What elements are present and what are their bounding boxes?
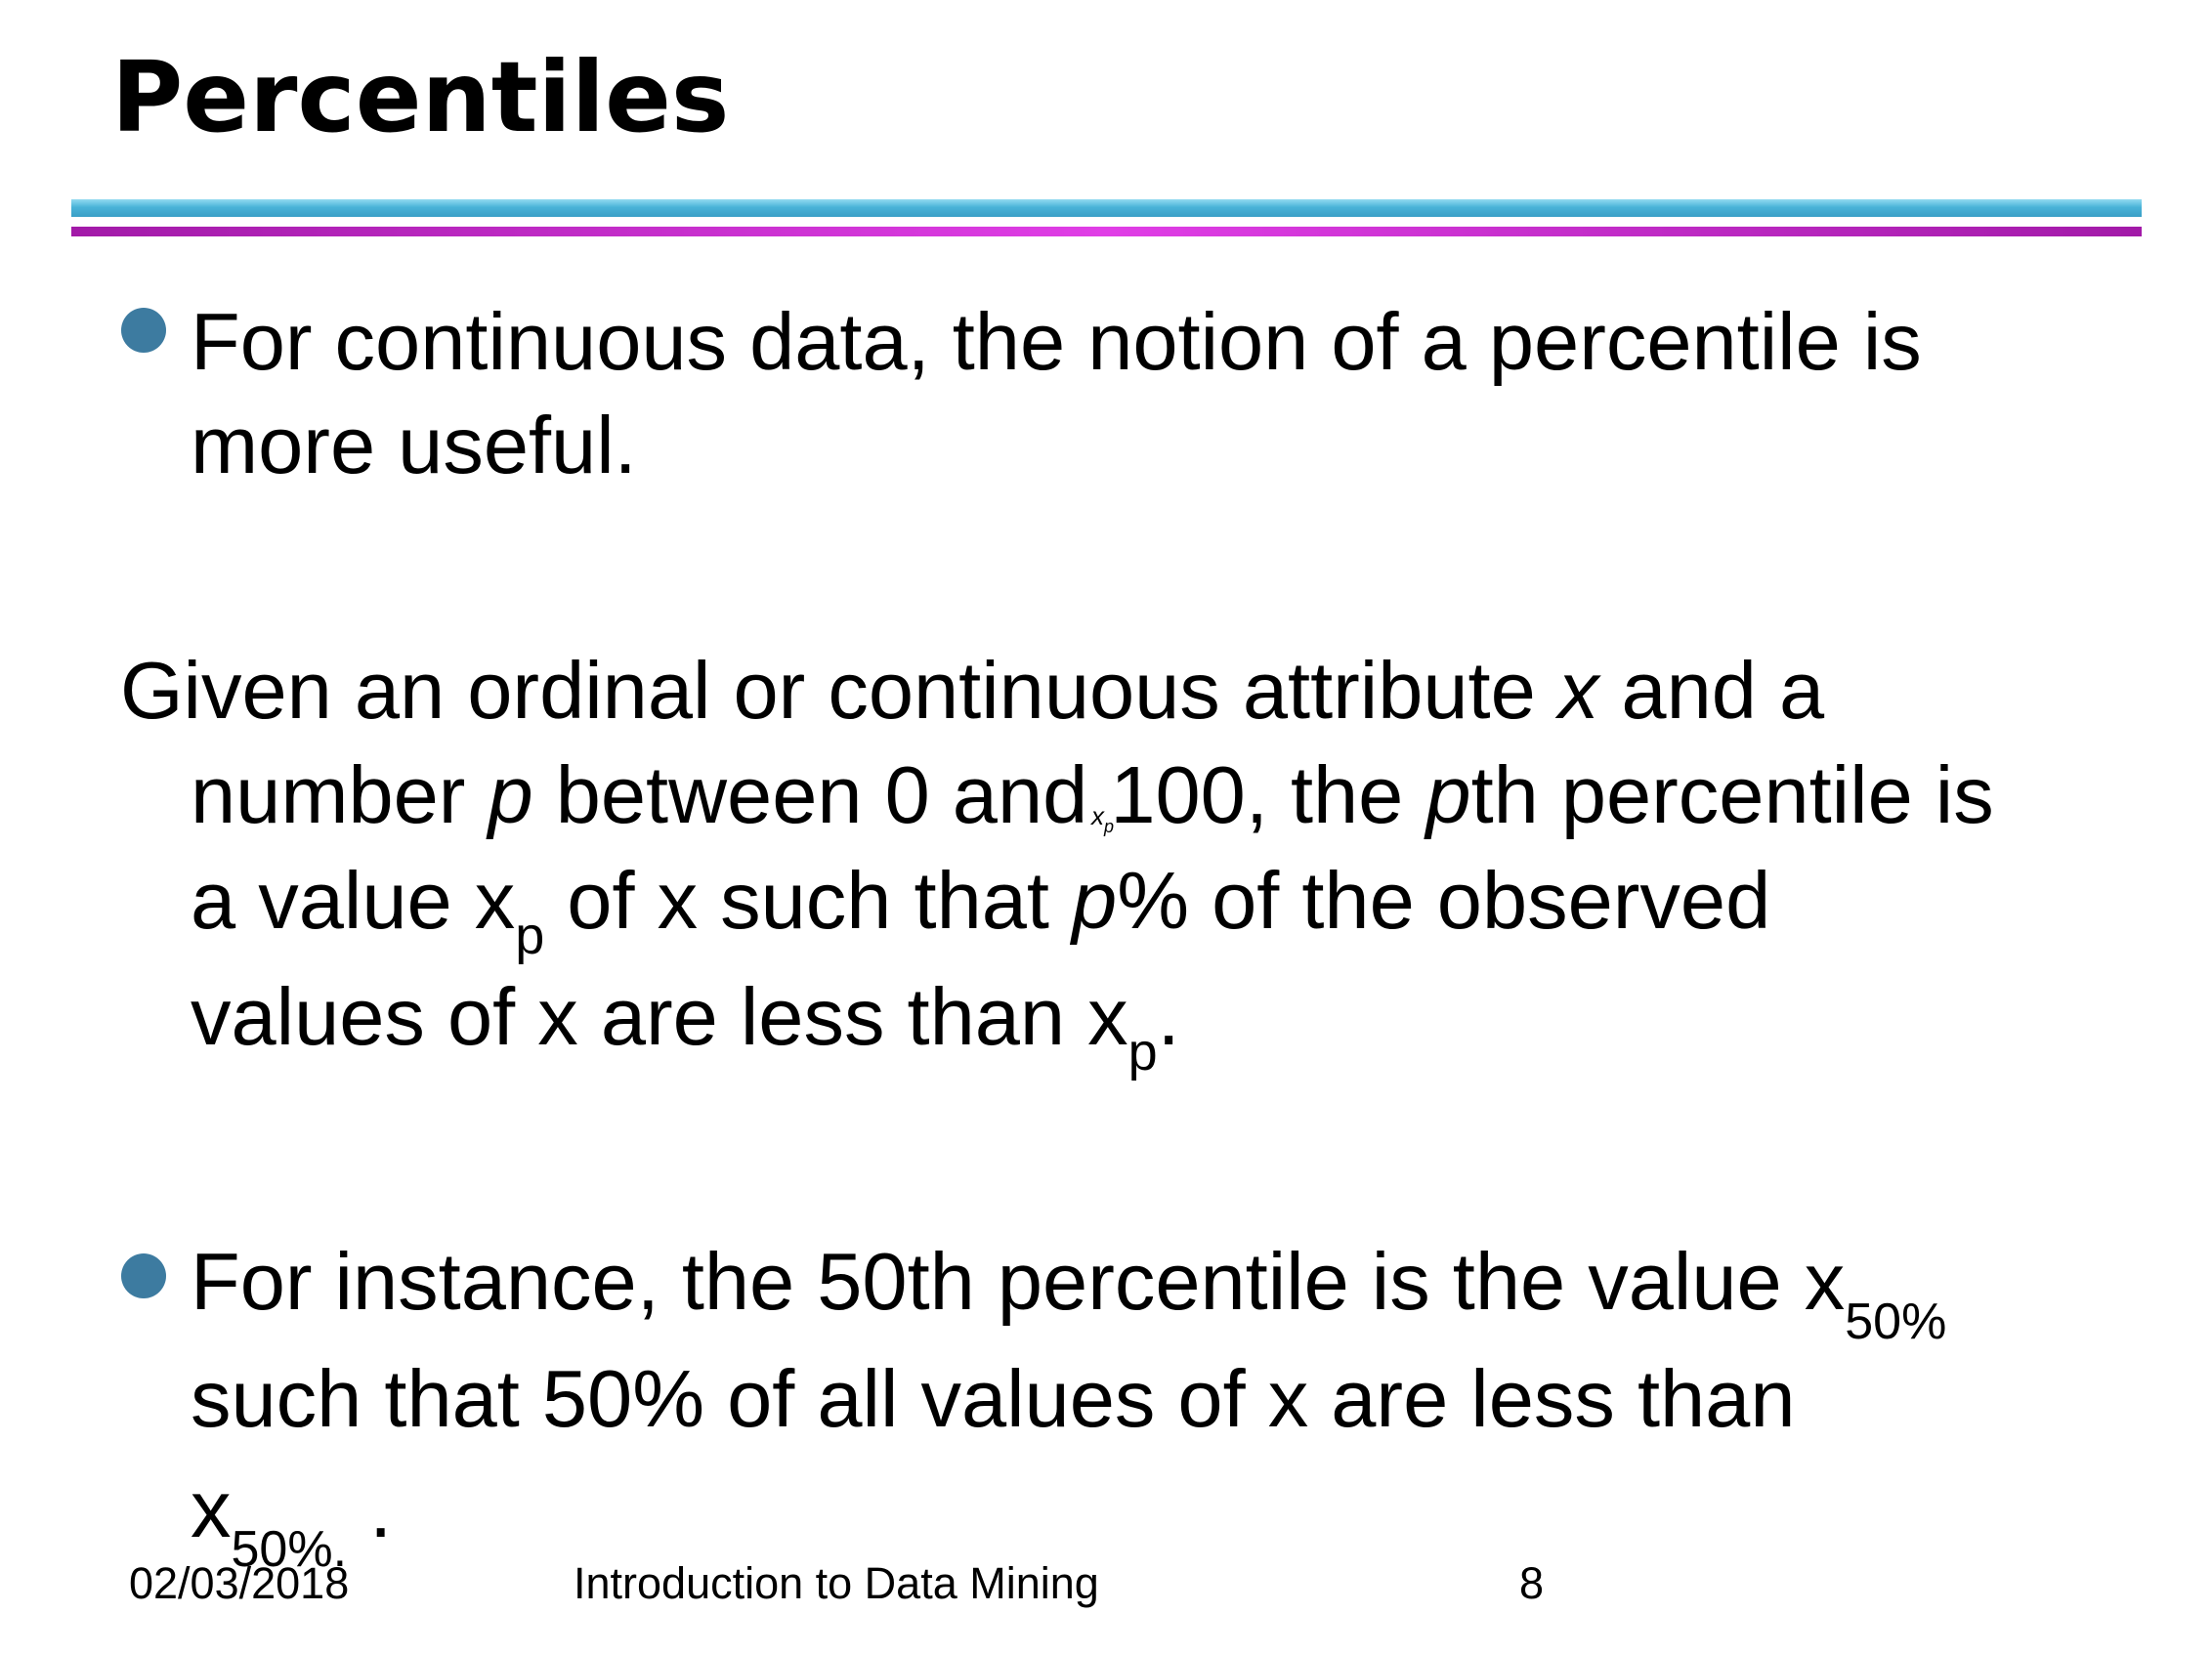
bullet-1-line-2: more useful.: [191, 400, 637, 490]
slide-title: Percentiles: [111, 40, 730, 154]
title-divider-cyan: [71, 199, 2142, 217]
definition-line-2: number p between 0 and 100, the pth perc…: [191, 749, 1994, 840]
bullet-dot-1: [121, 308, 166, 353]
definition-line-1: Given an ordinal or continuous attribute…: [120, 645, 1825, 736]
footer-course-title: Introduction to Data Mining: [574, 1558, 1099, 1608]
footer-date: 02/03/2018: [129, 1558, 350, 1608]
bullet-2-line-2: such that 50% of all values of x are les…: [191, 1353, 1796, 1444]
bullet-2-line-3: x50%. .: [191, 1464, 393, 1578]
bullet-1-line-1: For continuous data, the notion of a per…: [191, 296, 1922, 387]
title-divider-magenta: [71, 227, 2142, 236]
bullet-2-line-1: For instance, the 50th percentile is the…: [191, 1236, 1947, 1350]
bullet-dot-2: [121, 1253, 166, 1298]
definition-line-4: values of x are less than xp.: [191, 971, 1180, 1082]
footer-page-number: 8: [1519, 1558, 1545, 1608]
stray-xp-label: xp: [1091, 801, 1115, 836]
definition-line-3: a value xp of x such that p% of the obse…: [191, 855, 1771, 965]
